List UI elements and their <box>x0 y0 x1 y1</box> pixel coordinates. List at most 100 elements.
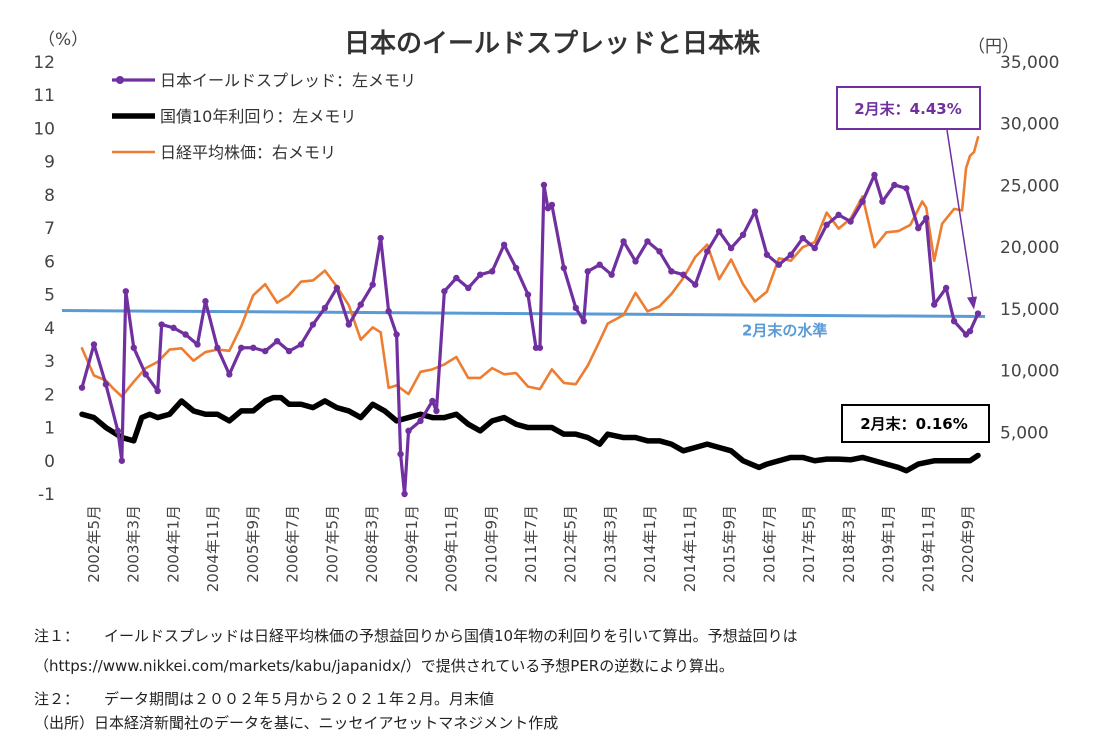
chart-title: 日本のイールドスプレッドと日本株 <box>344 29 761 59</box>
spread-point <box>214 344 221 351</box>
note-1-line-1: イールドスプレッドは日経平均株価の予想益回りから国債10年物の利回りを引いて算出… <box>104 627 798 645</box>
spread-point <box>763 251 771 258</box>
spread-point <box>891 181 898 189</box>
note-2-text: データ期間は２００２年５月から２０２１年２月。月末値 <box>104 690 495 708</box>
spread-point <box>715 228 723 235</box>
spread-point <box>488 268 496 275</box>
left-tick-label: 11 <box>33 86 55 106</box>
spread-point <box>727 244 735 252</box>
note-1: 注１： イールドスプレッドは日経平均株価の予想益回りから国債10年物の利回りを引… <box>34 625 798 676</box>
spread-point <box>405 427 412 435</box>
callout-jgb-box <box>841 404 990 443</box>
note-2: 注２： データ期間は２００２年５月から２０２１年２月。月末値 （出所）日本経済新… <box>34 688 558 733</box>
left-tick-label: 12 <box>33 53 55 73</box>
x-tick-label: 2002年5月 <box>85 505 103 583</box>
spread-point <box>154 387 161 395</box>
x-tick-label: 2009年11月 <box>443 505 461 592</box>
series-layer <box>61 135 986 498</box>
right-tick-label: 30,000 <box>1000 115 1059 135</box>
spread-point <box>823 221 830 229</box>
spread-point <box>632 258 639 265</box>
spread-point <box>787 251 795 258</box>
spread-point <box>238 344 245 351</box>
spread-point <box>811 244 818 252</box>
source-note: （出所）日本経済新聞社のデータを基に、ニッセイアセットマネジメント作成 <box>34 714 559 732</box>
x-tick-label: 2007年5月 <box>323 505 341 583</box>
x-tick-label: 2011年7月 <box>522 505 540 583</box>
spread-point <box>966 327 974 335</box>
left-axis-unit: （%） <box>38 30 88 50</box>
spread-point <box>739 231 747 238</box>
spread-point <box>369 281 376 288</box>
left-tick-label: 3 <box>44 352 55 372</box>
spread-point <box>417 417 424 425</box>
callout-spread-arrow <box>946 129 975 306</box>
x-axis-ticks: 2002年5月 2003年3月 2004年1月 2004年11月 2005年9月 2006… <box>85 505 977 592</box>
left-tick-label: -1 <box>38 485 55 505</box>
left-tick-label: 5 <box>44 286 55 306</box>
spread-point <box>433 407 440 415</box>
spread-point <box>584 268 591 275</box>
left-tick-label: 7 <box>44 219 55 239</box>
x-tick-label: 2014年11月 <box>681 505 699 592</box>
spread-point <box>915 224 922 232</box>
spread-point <box>680 271 687 278</box>
note-2-label: 注２： <box>34 690 80 708</box>
level-line-label: 2月末の水準 <box>742 322 827 340</box>
spread-point <box>226 371 233 378</box>
spread-point <box>130 344 137 351</box>
spread-point <box>704 248 711 255</box>
spread-point <box>182 331 189 338</box>
spread-point <box>345 321 353 328</box>
spread-point <box>620 238 627 245</box>
x-tick-label: 2009年1月 <box>403 505 421 583</box>
spread-point <box>122 288 130 295</box>
spread-point <box>114 427 122 435</box>
spread-point <box>261 347 269 355</box>
spread-point <box>441 288 448 295</box>
x-tick-label: 2012年5月 <box>562 505 580 583</box>
x-tick-label: 2019年11月 <box>919 505 937 592</box>
right-axis-ticks: 35,000 30,000 25,000 20,000 15,000 10,000 5,00… <box>1000 53 1059 443</box>
spread-point <box>397 450 404 458</box>
x-tick-label: 2014年1月 <box>641 505 659 583</box>
spread-point <box>923 214 930 222</box>
right-tick-label: 5,000 <box>1000 423 1049 443</box>
left-tick-label: 4 <box>44 319 55 339</box>
spread-point <box>194 341 201 348</box>
spread-point <box>377 234 384 242</box>
spread-point <box>942 284 950 292</box>
x-tick-label: 2006年7月 <box>284 505 302 583</box>
right-tick-label: 25,000 <box>1000 176 1059 196</box>
spread-point <box>859 198 866 205</box>
right-tick-label: 15,000 <box>1000 300 1059 320</box>
left-tick-label: 8 <box>44 186 55 206</box>
x-tick-label: 2016年7月 <box>760 505 778 583</box>
spread-point <box>536 344 544 351</box>
spread-point <box>692 281 699 288</box>
x-tick-label: 2015年9月 <box>721 505 739 583</box>
right-tick-label: 35,000 <box>1000 53 1059 73</box>
spread-point <box>879 198 886 205</box>
left-tick-label: 0 <box>44 452 55 472</box>
spread-point <box>775 261 783 268</box>
spread-point <box>572 304 579 312</box>
x-tick-label: 2004年11月 <box>204 505 222 592</box>
spread-point <box>385 308 392 315</box>
right-tick-label: 10,000 <box>1000 362 1059 382</box>
left-tick-label: 1 <box>44 419 55 439</box>
spread-point <box>548 201 556 209</box>
legend-label: 日本イールドスプレッド：左メモリ <box>160 71 416 90</box>
spread-point <box>102 381 110 388</box>
callout-spread-box <box>836 86 981 130</box>
spread-point <box>297 341 305 348</box>
spread-point <box>847 218 854 225</box>
spread-point <box>285 347 293 355</box>
x-tick-label: 2008年3月 <box>363 505 381 583</box>
spread-point <box>512 264 520 272</box>
spread-point <box>580 318 587 325</box>
spread-point <box>170 324 177 332</box>
spread-point <box>90 341 98 348</box>
legend-marker <box>116 76 124 84</box>
spread-point <box>524 291 532 298</box>
